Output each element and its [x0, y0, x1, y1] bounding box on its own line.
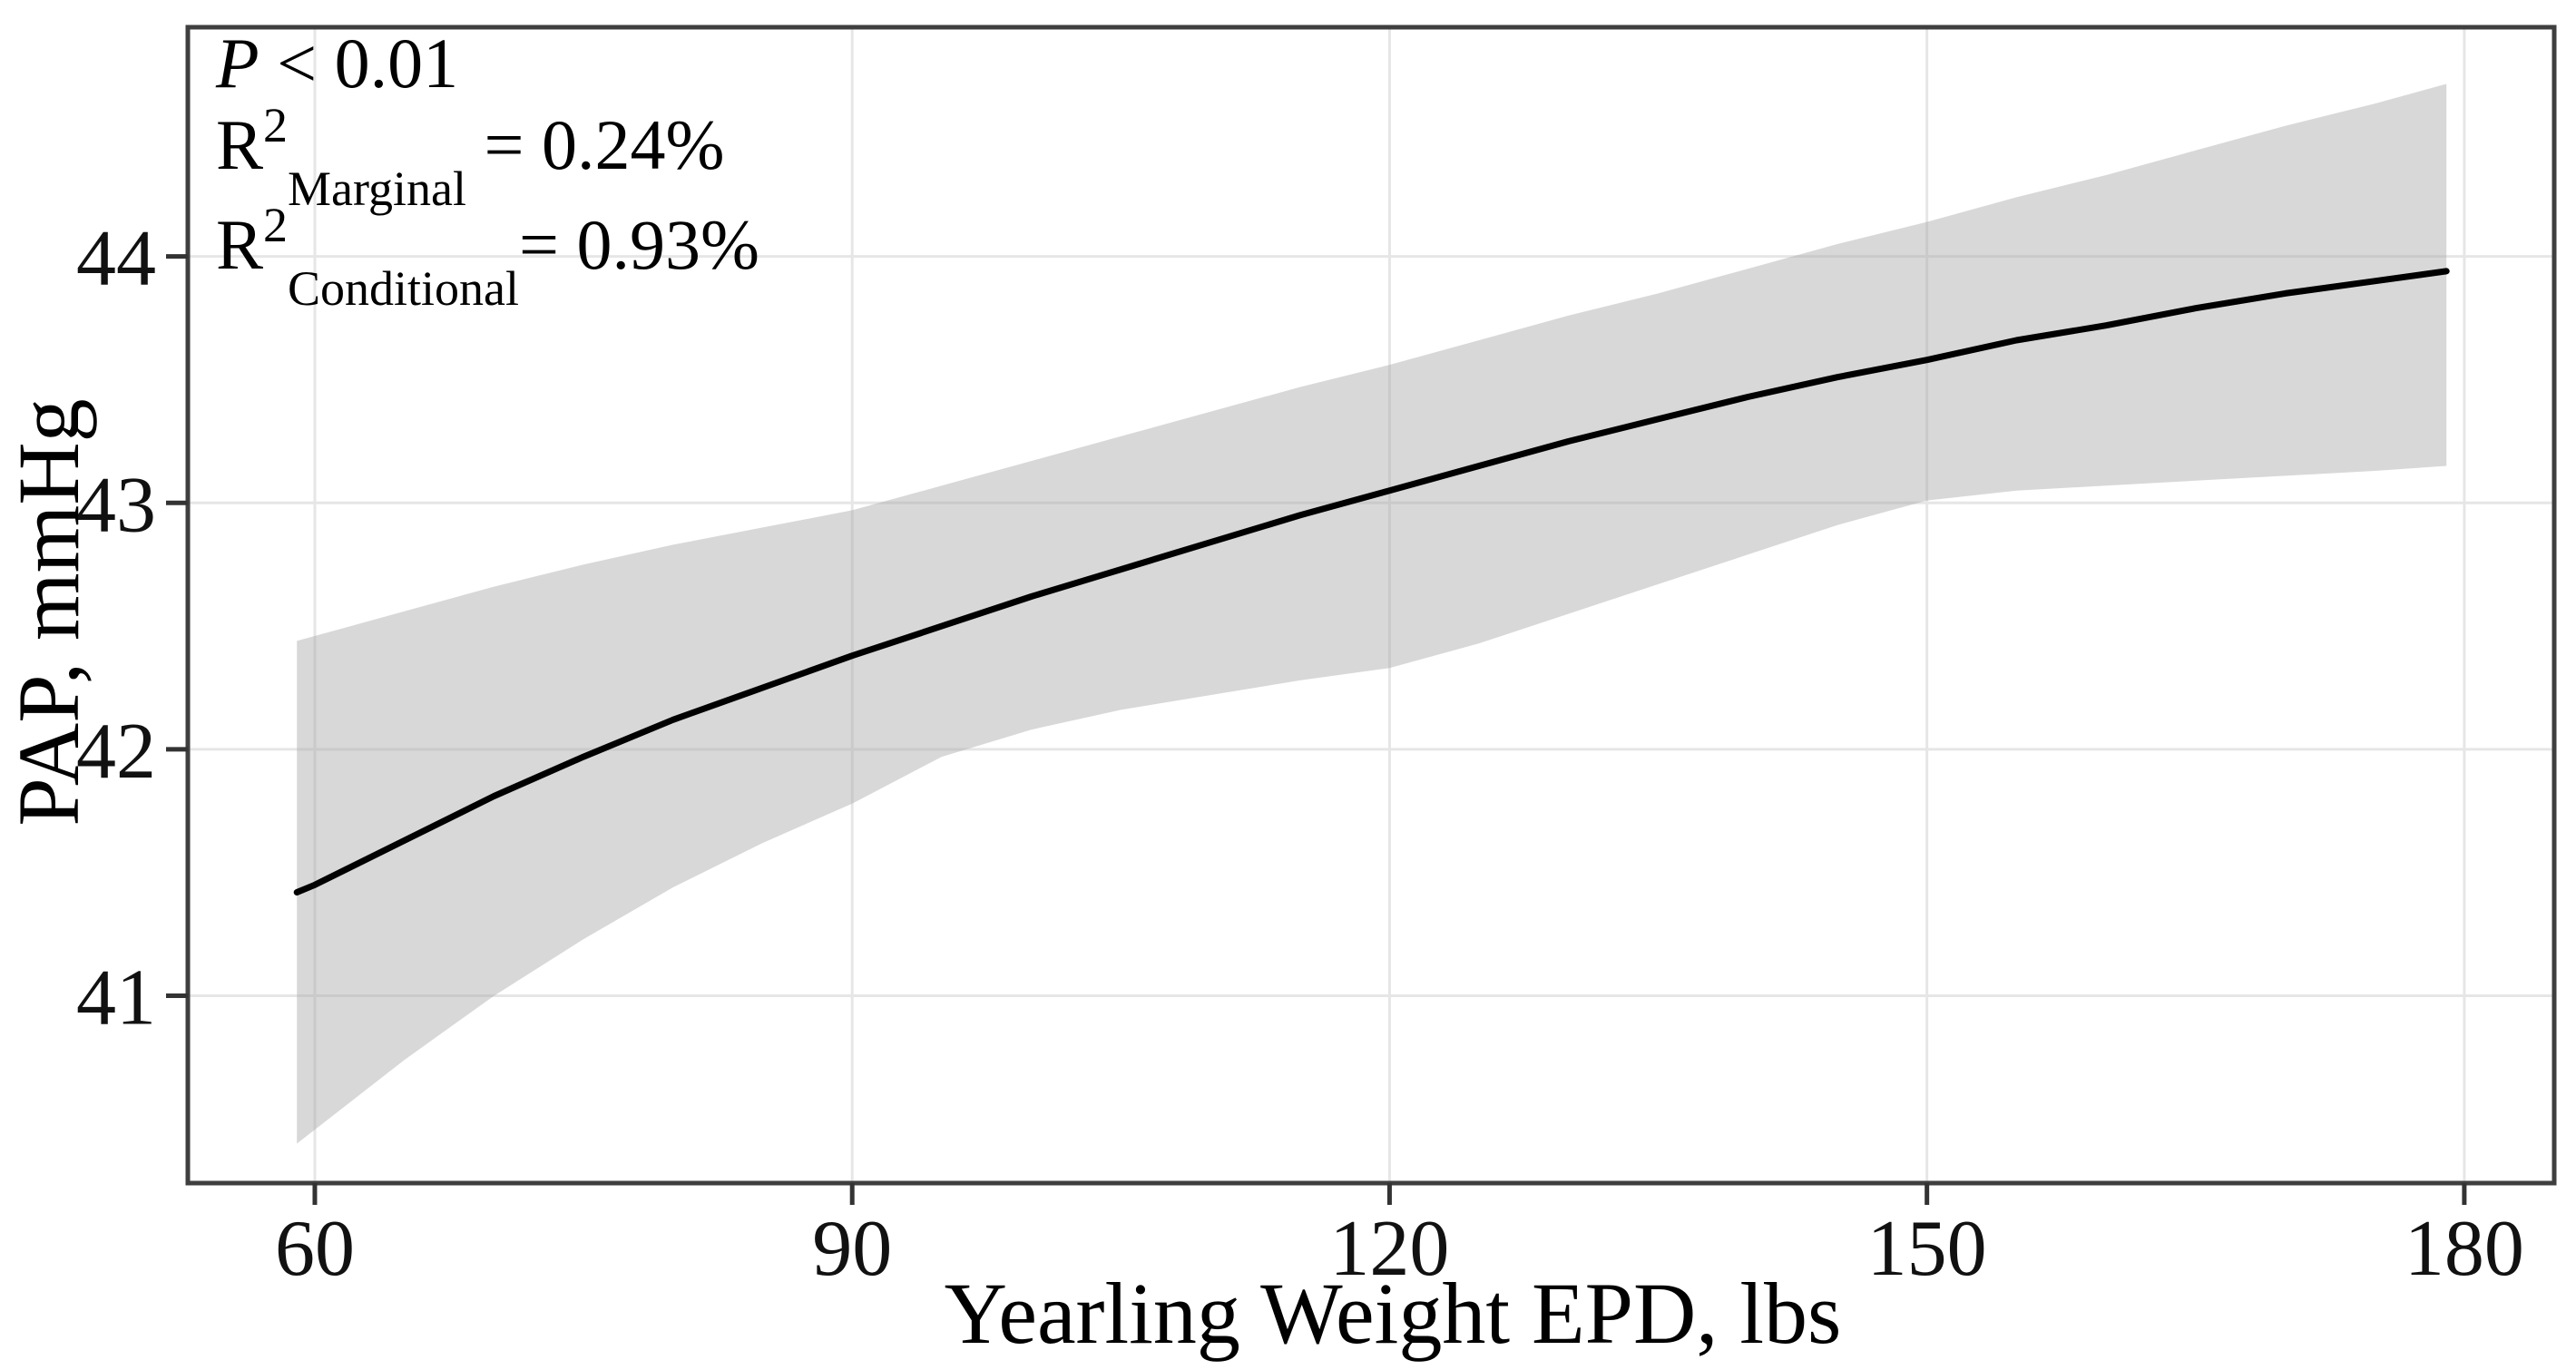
x-tick-label: 180: [2405, 1205, 2524, 1293]
x-tick-label: 60: [275, 1205, 355, 1293]
axis-tick-marks: [166, 254, 2467, 1205]
annotation-segment: = 0.93%: [519, 205, 759, 284]
x-axis-title: Yearling Weight EPD, lbs: [945, 1265, 1842, 1362]
y-tick-label: 43: [76, 461, 156, 549]
x-tick-label: 120: [1329, 1205, 1449, 1293]
annotation-line: P < 0.01: [215, 24, 458, 103]
annotation-segment: Conditional: [288, 261, 519, 316]
x-tick-labels: 60 90 120 150 180: [275, 1205, 2524, 1293]
y-tick-labels: 41 42 43 44: [76, 215, 156, 1042]
plot-panel-border: [185, 24, 2557, 1186]
annotation-segment: 2: [263, 98, 288, 152]
y-tick-label: 42: [76, 708, 156, 796]
gridlines: [188, 27, 2554, 1183]
annotation-segment: R: [216, 105, 263, 184]
annotation-segment: Marginal: [288, 161, 466, 216]
annotation-segment: 2: [263, 198, 288, 252]
y-tick-label: 41: [76, 954, 156, 1042]
y-tick-label: 44: [76, 215, 156, 303]
annotation-segment: < 0.01: [260, 24, 459, 103]
confidence-band-layer: [297, 83, 2447, 1144]
annotation-segment: P: [215, 24, 260, 103]
x-tick-label: 90: [812, 1205, 892, 1293]
annotation-line: R2Conditional= 0.93%: [216, 198, 759, 316]
fitted-line-layer: [293, 268, 2450, 895]
fitted-line-path: [293, 268, 2450, 895]
x-tick-label: 150: [1867, 1205, 1987, 1293]
annotation-segment: = 0.24%: [466, 105, 724, 184]
confidence-band-area: [297, 83, 2447, 1144]
annotation-segment: R: [216, 205, 263, 284]
y-axis-title: PAP, mmHg: [0, 398, 97, 826]
annotation-line: R2Marginal = 0.24%: [216, 98, 724, 216]
